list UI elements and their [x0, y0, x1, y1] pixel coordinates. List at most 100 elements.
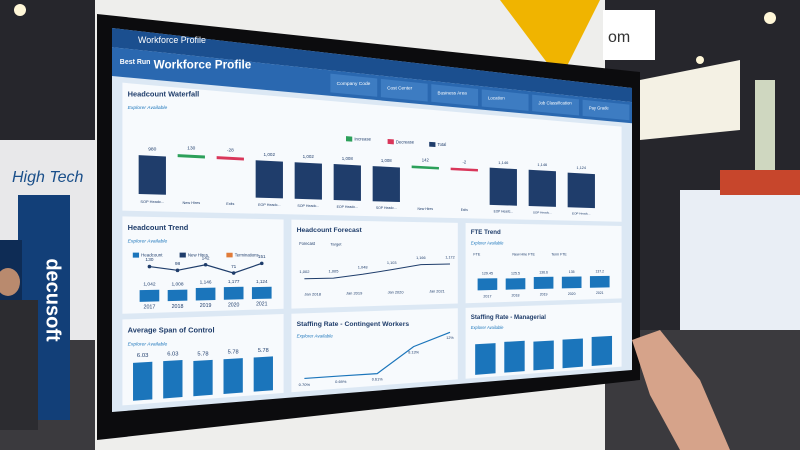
filter-tab[interactable]: [380, 78, 428, 102]
waterfall-bar: [294, 162, 322, 200]
bar-value-label: 5.78: [197, 351, 208, 357]
panel-title: FTE Trend: [471, 229, 501, 236]
forecast-line: [304, 263, 451, 280]
legend-label: Terminations: [235, 252, 259, 257]
point-label: 130: [145, 257, 153, 263]
bar: [223, 286, 244, 300]
x-tick-label: Exits: [226, 202, 234, 206]
x-tick-label: 2021: [596, 291, 604, 295]
bar-value-label: 1,146: [498, 160, 509, 165]
point-label: 1,005: [329, 268, 340, 273]
contingent-line: [304, 331, 451, 380]
filter-label: Cost Center: [387, 86, 413, 92]
panel-subtitle: Explorer Available: [471, 325, 504, 330]
bar: [251, 286, 272, 300]
x-tick-label: Jan 2018: [304, 291, 321, 296]
panel-subtitle: Explorer Available: [128, 341, 168, 347]
filter-tab[interactable]: [582, 99, 630, 121]
bar: [561, 276, 582, 289]
x-tick-label: EOP Headc...: [572, 211, 591, 215]
bar: [167, 289, 188, 302]
legend-label: New Hire FTE: [512, 252, 535, 256]
bar-value-label: 137.2: [596, 270, 605, 274]
bar-value-label: 1,008: [171, 282, 183, 288]
banner: [755, 80, 775, 170]
x-tick-label: EOP Headc...: [494, 209, 514, 213]
x-tick-label: 2021: [256, 301, 267, 307]
bar: [477, 278, 498, 291]
x-tick-label: New Hires: [418, 207, 434, 211]
x-tick-label: Jan 2019: [346, 290, 363, 295]
waterfall-bar: [450, 167, 478, 172]
legend-label: FTE: [473, 252, 480, 256]
panel-title: Staffing Rate - Contingent Workers: [297, 321, 410, 328]
x-tick-label: EOP Headc...: [258, 203, 280, 207]
bar: [195, 287, 216, 301]
x-tick-label: 2020: [228, 302, 240, 308]
filter-tab[interactable]: [481, 89, 529, 111]
filter-tab[interactable]: [431, 84, 479, 107]
ceiling-light: [764, 12, 776, 24]
hand: [632, 330, 730, 450]
bar-value-label: 142: [422, 158, 430, 163]
point-label: 0.69%: [335, 379, 347, 384]
point-label: 0.70%: [299, 382, 311, 387]
bar: [193, 359, 213, 397]
bar-value-label: 1,008: [381, 158, 392, 163]
x-tick-label: SOP Headc...: [297, 204, 319, 208]
bar: [562, 338, 583, 369]
banner: [640, 60, 740, 140]
booth-header: [720, 170, 800, 195]
bar-value-label: 1,177: [228, 279, 240, 284]
x-tick-label: SOP Headc...: [533, 210, 552, 214]
point-label: 1,048: [358, 265, 368, 270]
bar: [223, 358, 243, 394]
bar-value-label: 125.5: [511, 272, 520, 276]
bar-value-label: 6.03: [137, 353, 149, 359]
bar-value-label: 980: [148, 146, 156, 152]
point-label: 142: [202, 255, 210, 261]
point-label: 98: [175, 261, 181, 267]
bar-value-label: 6.03: [167, 351, 178, 357]
bar: [533, 340, 554, 371]
x-tick-label: Jan 2021: [429, 289, 445, 293]
panel-subtitle: Explorer Available: [128, 105, 168, 111]
waterfall-bar: [372, 166, 400, 203]
legend-swatch: [226, 252, 233, 258]
bar-value-label: 135: [569, 270, 575, 274]
x-tick-label: 2018: [172, 304, 184, 310]
person: [0, 268, 20, 296]
legend-label: Decrease: [396, 139, 415, 144]
x-tick-label: 2017: [483, 294, 491, 298]
bar: [133, 361, 153, 401]
bar: [591, 335, 613, 367]
x-tick-label: Jan 2020: [388, 289, 404, 294]
legend-label: Forecast: [299, 241, 316, 246]
bar: [533, 276, 554, 290]
bar-value-label: 1,002: [264, 152, 276, 157]
banner-text: decusoft: [42, 258, 64, 342]
panel-subtitle: Explorer Available: [471, 241, 504, 246]
person: [0, 300, 38, 430]
legend-label: New Hires: [188, 252, 208, 257]
legend-label: Target: [330, 241, 342, 246]
bar: [589, 275, 610, 288]
x-tick-label: Exits: [461, 208, 468, 212]
legend-swatch: [429, 141, 436, 148]
bar-value-label: 1,042: [143, 282, 156, 288]
filter-label: Location: [488, 96, 505, 101]
bar-value-label: -2: [462, 160, 466, 165]
point-label: 8.13%: [408, 350, 419, 354]
legend-swatch: [346, 136, 353, 142]
panel-title: Headcount Waterfall: [128, 90, 200, 99]
waterfall-bar: [489, 167, 517, 206]
x-tick-label: 2018: [512, 294, 520, 298]
bar-value-label: 1,146: [537, 162, 547, 167]
filter-tab[interactable]: [330, 73, 378, 97]
filter-tab[interactable]: [532, 94, 579, 116]
bar: [505, 278, 526, 290]
booth-sign: High Tech: [12, 169, 84, 186]
logo: Best Run: [120, 59, 151, 66]
bar-value-label: 1,124: [256, 279, 268, 284]
point-label: 1,002: [299, 269, 310, 274]
